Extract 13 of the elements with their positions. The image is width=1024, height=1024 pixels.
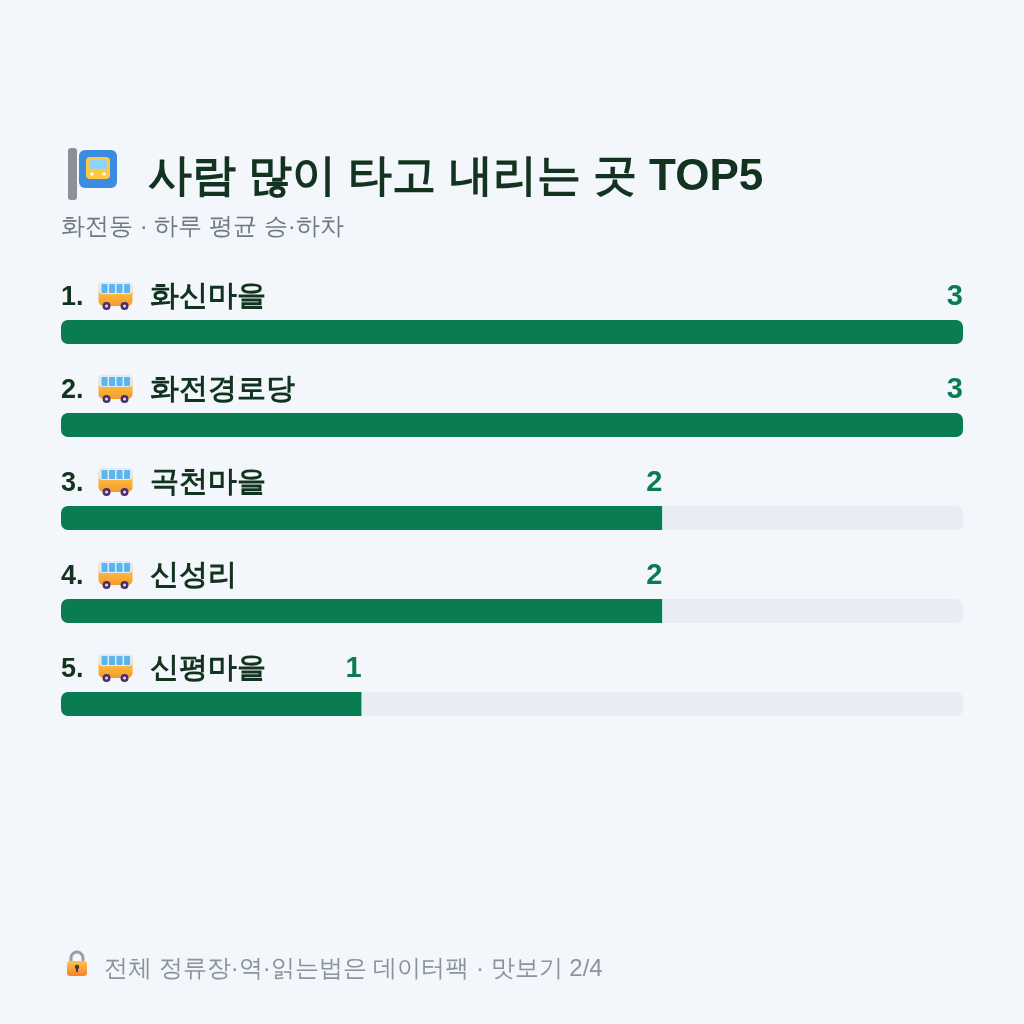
data-label: 2 [646, 558, 663, 590]
category-label: 4. 신성리 [61, 558, 237, 590]
category-label: 1. 화신마을 [61, 279, 266, 311]
category-label: 2. 화전경로당 [61, 372, 295, 404]
category-label: 3. 곡천마을 [61, 465, 266, 497]
text: 전체 정류장·역·읽는법은 데이터팩 · 맛보기 2/4 [104, 954, 603, 981]
data-label: 3 [946, 372, 963, 404]
category-label: 5. 신평마을 [61, 651, 266, 683]
chart-title: 사람 많이 타고 내리는 곳 TOP5 [148, 150, 764, 199]
data-label: 2 [646, 465, 663, 497]
chart-subtitle: 화전동 · 하루 평균 승·하차 [61, 212, 344, 239]
data-label: 1 [345, 651, 362, 683]
data-label: 3 [946, 279, 963, 311]
